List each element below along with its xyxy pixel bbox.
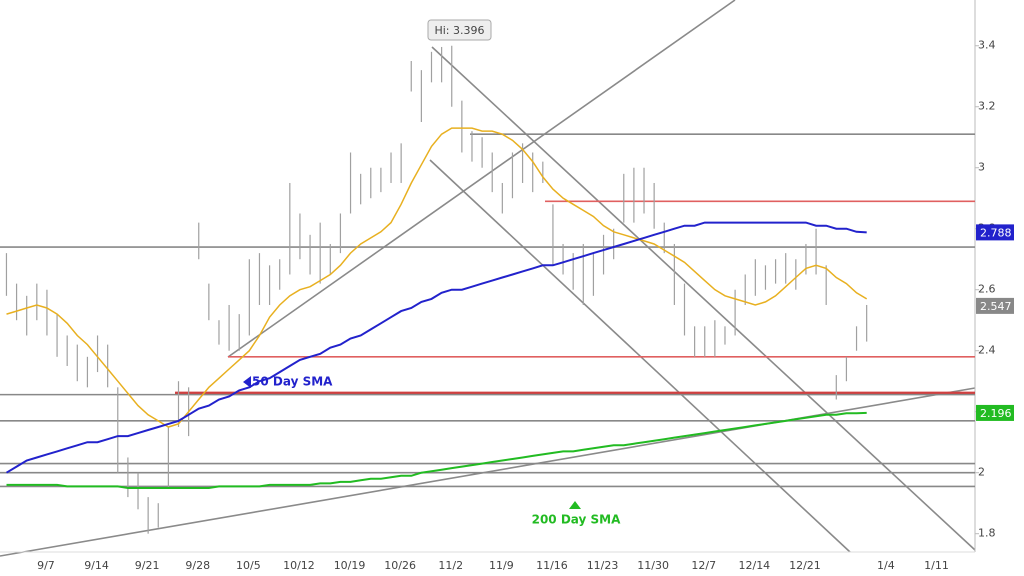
ma-line [6, 127, 868, 428]
x-tick-label: 12/14 [738, 559, 770, 572]
x-tick-label: 11/16 [536, 559, 568, 572]
x-tick-label: 1/4 [877, 559, 895, 572]
last-value-label: 2.788 [980, 226, 1012, 239]
x-tick-label: 10/5 [236, 559, 261, 572]
x-tick-label: 1/11 [924, 559, 949, 572]
sma200-annotation: 200 Day SMA [532, 513, 622, 527]
y-tick-label: 2.4 [978, 344, 996, 357]
last-value-box [976, 297, 1014, 314]
x-tick-label: 9/7 [37, 559, 55, 572]
hi-box [427, 19, 492, 41]
x-tick-label: 10/12 [283, 559, 315, 572]
ma-line [6, 411, 867, 489]
y-tick-label: 2 [978, 466, 985, 479]
hi-annotation: Hi: 3.396 [427, 19, 492, 41]
last-value-label: 2.547 [980, 300, 1012, 313]
trendline [227, 0, 736, 358]
arrow [569, 501, 581, 509]
last-value-box [976, 224, 1014, 241]
x-tick-label: 10/26 [384, 559, 416, 572]
x-tick-label: 11/30 [637, 559, 669, 572]
last-value-box [976, 404, 1014, 421]
x-tick-label: 10/19 [334, 559, 366, 572]
x-tick-label: 11/23 [587, 559, 619, 572]
y-tick-label: 3.2 [978, 100, 996, 113]
ma-line [5, 221, 867, 474]
y-tick-label: 3.4 [978, 39, 996, 52]
sma50-annotation: 50 Day SMA [252, 375, 333, 389]
x-tick-label: 11/2 [438, 559, 463, 572]
last-value-label: 2.196 [980, 407, 1012, 420]
x-tick-label: 12/21 [789, 559, 821, 572]
x-tick-label: 12/7 [691, 559, 716, 572]
trendline [431, 46, 976, 551]
y-tick-label: 2.6 [978, 283, 996, 296]
arrow [243, 376, 251, 388]
y-tick-label: 1.8 [978, 527, 996, 540]
hi-label: Hi: 3.396 [434, 24, 484, 37]
x-tick-label: 11/9 [489, 559, 514, 572]
x-tick-label: 9/28 [185, 559, 210, 572]
y-tick-label: 3 [978, 161, 985, 174]
x-tick-label: 9/21 [135, 559, 160, 572]
x-tick-label: 9/14 [84, 559, 109, 572]
